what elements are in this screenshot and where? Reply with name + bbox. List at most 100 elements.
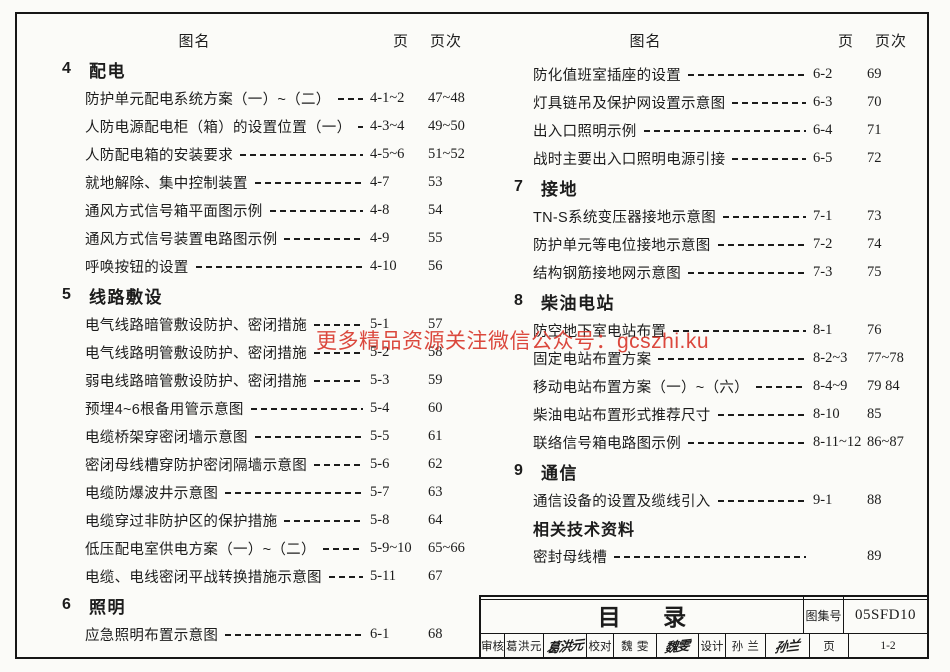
entry-page: 4-5~6 xyxy=(370,145,405,162)
section-title: 配电 xyxy=(89,61,126,81)
header-page: 页 xyxy=(837,32,854,50)
entry-page-number: 71 xyxy=(867,121,882,138)
dash-leader xyxy=(732,157,806,160)
header-page-number: 页次 xyxy=(430,32,463,50)
entry-page-number: 73 xyxy=(867,207,882,224)
entry-page: 6-2 xyxy=(813,65,833,82)
toc-entry: 结构钢筋接地网示意图 7-3 75 xyxy=(472,258,927,286)
dash-leader xyxy=(688,73,806,76)
entry-page: 8-10 xyxy=(813,405,840,422)
dash-leader xyxy=(688,271,806,274)
proof-signature-text: 魏雯 xyxy=(664,637,691,656)
entry-title: 防空地下室电站布置 xyxy=(533,323,667,340)
entry-page: 5-6 xyxy=(370,455,390,472)
section-title: 柴油电站 xyxy=(541,293,615,313)
toc-entry: 电气线路暗管敷设防护、密闭措施 5-1 57 xyxy=(17,310,472,338)
dash-leader xyxy=(225,491,363,494)
page-number-value: 1-2 xyxy=(880,639,896,652)
entry-page-number: 59 xyxy=(428,371,443,388)
toc-entry: 低压配电室供电方案（一）~（二） 5-9~10 65~66 xyxy=(17,534,472,562)
toc-entry: 呼唤按钮的设置 4-10 56 xyxy=(17,252,472,280)
atlas-number-label: 图集号 xyxy=(803,597,843,633)
toc-entry: 防护单元等电位接地示意图 7-2 74 xyxy=(472,230,927,258)
entry-page-number: 61 xyxy=(428,427,443,444)
entry-title: 柴油电站布置形式推荐尺寸 xyxy=(533,407,711,424)
section-number: 9 xyxy=(514,462,523,479)
entry-title: 结构钢筋接地网示意图 xyxy=(533,265,681,282)
entry-title: 通风方式信号箱平面图示例 xyxy=(85,203,263,220)
section-heading: 9 通信 xyxy=(472,456,927,486)
toc-column-left: 图名 页 页次 4 配电 防护单元配电系统方案（一）~（二） 4-1~2 47~48 人防… xyxy=(17,14,472,657)
dash-leader xyxy=(755,385,806,388)
entry-title: 低压配电室供电方案（一）~（二） xyxy=(85,541,316,558)
dash-leader xyxy=(284,519,363,522)
dash-leader xyxy=(225,633,363,636)
entry-page: 5-7 xyxy=(370,483,390,500)
review-name: 葛洪元 xyxy=(505,634,544,657)
dash-leader xyxy=(250,407,363,410)
toc-column-right: 图名 页 页次 防化值班室插座的设置 6-2 69 灯具链吊及保护网设置示意图 6-3 7… xyxy=(472,14,927,657)
entry-page-number: 63 xyxy=(428,483,443,500)
entry-page-number: 58 xyxy=(428,343,443,360)
toc-entry: 联络信号箱电路图示例 8-11~12 86~87 xyxy=(472,428,927,456)
entry-page-number: 51~52 xyxy=(428,145,465,162)
header-page: 页 xyxy=(392,32,409,50)
dash-leader xyxy=(717,413,806,416)
toc-entry: 人防配电箱的安装要求 4-5~6 51~52 xyxy=(17,140,472,168)
toc-entry: 防护单元配电系统方案（一）~（二） 4-1~2 47~48 xyxy=(17,84,472,112)
dash-leader xyxy=(688,441,806,444)
review-signature-text: 葛洪元 xyxy=(545,636,584,657)
entry-page: 7-2 xyxy=(813,235,833,252)
section-number: 8 xyxy=(514,292,523,309)
entry-title: 防护单元配电系统方案（一）~（二） xyxy=(85,91,331,108)
dash-leader xyxy=(337,97,363,100)
design-name: 孙 兰 xyxy=(726,634,766,657)
entry-title: 联络信号箱电路图示例 xyxy=(533,435,681,452)
entry-page-number: 54 xyxy=(428,201,443,218)
entry-page-number: 89 xyxy=(867,547,882,564)
entry-page-number: 85 xyxy=(867,405,882,422)
dash-leader xyxy=(240,153,363,156)
dash-leader xyxy=(269,209,363,212)
subsection-title: 相关技术资料 xyxy=(533,522,636,539)
entry-page-number: 77~78 xyxy=(867,349,904,366)
entry-page-number: 69 xyxy=(867,65,882,82)
entry-page: 4-3~4 xyxy=(370,117,405,134)
entry-page: 8-4~9 xyxy=(813,377,848,394)
entry-page: 4-7 xyxy=(370,173,390,190)
toc-entry: 弱电线路暗管敷设防护、密闭措施 5-3 59 xyxy=(17,366,472,394)
entry-title: 预埋4~6根备用管示意图 xyxy=(85,401,244,418)
toc-entry: 防化值班室插座的设置 6-2 69 xyxy=(472,60,927,88)
section-heading: 8 柴油电站 xyxy=(472,286,927,316)
entry-page: 6-3 xyxy=(813,93,833,110)
dash-leader xyxy=(723,215,806,218)
toc-entry: 柴油电站布置形式推荐尺寸 8-10 85 xyxy=(472,400,927,428)
dash-leader xyxy=(322,547,363,550)
entry-title: 防化值班室插座的设置 xyxy=(533,67,681,84)
entry-page: 5-8 xyxy=(370,511,390,528)
entry-page: 6-4 xyxy=(813,121,833,138)
entry-title: TN-S系统变压器接地示意图 xyxy=(533,209,717,226)
toc-entry: 就地解除、集中控制装置 4-7 53 xyxy=(17,168,472,196)
section-number: 7 xyxy=(514,178,523,195)
entry-page-number: 86~87 xyxy=(867,433,904,450)
entry-title: 通信设备的设置及缆线引入 xyxy=(533,493,711,510)
section-number: 5 xyxy=(62,286,71,303)
entry-page-number: 68 xyxy=(428,625,443,642)
entry-page-number: 53 xyxy=(428,173,443,190)
dash-leader xyxy=(658,357,806,360)
dash-leader xyxy=(717,243,806,246)
toc-entry: 人防电源配电柜（箱）的设置位置（一）~（二） 4-3~4 49~50 xyxy=(17,112,472,140)
section-heading: 5 线路敷设 xyxy=(17,280,472,310)
entry-page: 4-1~2 xyxy=(370,89,405,106)
dash-leader xyxy=(358,125,363,128)
entry-page: 5-5 xyxy=(370,427,390,444)
entry-title: 电缆、电线密闭平战转换措施示意图 xyxy=(85,569,322,586)
toc-entry: 固定电站布置方案 8-2~3 77~78 xyxy=(472,344,927,372)
entry-title: 密封母线槽 xyxy=(533,549,607,566)
entry-title: 就地解除、集中控制装置 xyxy=(85,175,248,192)
entry-page: 8-11~12 xyxy=(813,433,862,450)
entry-page: 6-1 xyxy=(370,625,390,642)
dash-leader xyxy=(314,463,363,466)
